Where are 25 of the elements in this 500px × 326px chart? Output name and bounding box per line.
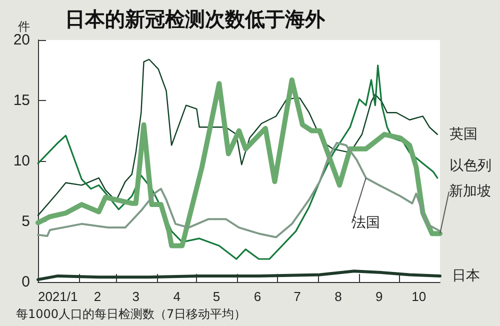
- y-axis-title: 件: [18, 20, 30, 34]
- series-label: 以色列: [449, 158, 492, 174]
- series-label: 英国: [449, 126, 478, 142]
- text: 每1000人口的每日检测数（7日移动平均）: [16, 307, 246, 321]
- series-label: 日本: [452, 268, 480, 284]
- x-tick-label: 10: [412, 289, 426, 304]
- y-tick-label: 10: [13, 152, 30, 170]
- series-label: 新加坡: [449, 184, 491, 200]
- y-tick-label: 0: [22, 274, 30, 290]
- x-tick-label: 8: [334, 289, 342, 304]
- x-tick-label: 5: [212, 289, 220, 304]
- x-tick-label: 3: [132, 289, 140, 304]
- x-tick-label: 2: [94, 289, 102, 304]
- x-tick-label: 7: [294, 289, 301, 304]
- x-tick-label: 9: [376, 289, 383, 304]
- y-tick-label: 5: [22, 213, 30, 230]
- x-tick-label: 2021/1: [38, 289, 78, 304]
- x-tick-label: 4: [173, 289, 180, 304]
- line-series: [37, 142, 441, 238]
- series-label: 法国: [352, 214, 380, 231]
- chart-title: 日本的新冠检测次数低于海外: [65, 7, 326, 31]
- x-tick-label: 6: [254, 289, 262, 304]
- line-series: [37, 58, 438, 216]
- y-tick-label: 15: [13, 92, 30, 109]
- y-tick-label: 20: [13, 32, 30, 48]
